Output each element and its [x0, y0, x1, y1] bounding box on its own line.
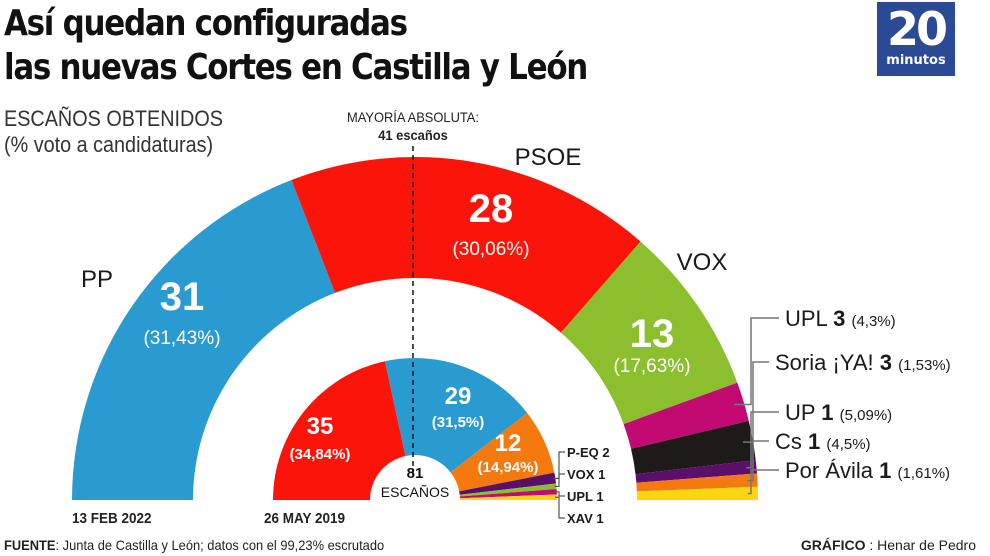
callout-line-2019-p-eq [553, 451, 565, 479]
seat-segment-2022-cs [636, 473, 758, 492]
majority-annotation: MAYORÍA ABSOLUTA: 41 escaños [321, 108, 505, 144]
seats-label-2022-vox: 13 [630, 312, 675, 356]
callout-label-2019-vox: VOX 1 [567, 467, 605, 482]
pct-label-2019-psoe: (34,84%) [290, 446, 351, 463]
callout-line-soria-ya [742, 361, 769, 443]
seat-segment-2019-pp [384, 357, 528, 473]
title-line-1: Así quedan configuradas [4, 3, 408, 44]
seat-segment-2019-upl [459, 488, 557, 499]
source-text: : Junta de Castilla y León; datos con el… [55, 537, 385, 553]
majority-seats: 41 escaños [378, 127, 448, 143]
total-seats-number: 81 [407, 465, 424, 482]
pct-label-2022-vox: (17,63%) [613, 356, 690, 377]
seat-segment-2022-upl [623, 382, 749, 449]
seat-segment-2022-soria-ya [631, 420, 756, 475]
callout-label-up: UP 1 (5,09%) [785, 400, 892, 425]
source-label: FUENTE [4, 537, 56, 553]
callout-label-soria-ya: Soria ¡YA! 3 (1,53%) [775, 350, 951, 375]
callout-label-2019-p-eq: P-EQ 2 [567, 445, 610, 460]
majority-label: MAYORÍA ABSOLUTA: [347, 109, 479, 125]
seat-segment-2019-cs [450, 413, 555, 492]
seat-segment-2019-p-eq [459, 472, 557, 495]
party-name-2022-pp: PP [81, 266, 113, 293]
credit-text: : Henar de Pedro [865, 537, 976, 553]
seat-segment-2022-psoe [291, 157, 641, 333]
brand-logo: 20 minutos [877, 2, 955, 76]
pct-label-2019-cs: (14,94%) [478, 459, 539, 476]
pct-label-2022-pp: (31,43%) [143, 328, 220, 349]
date-label-2022: 13 FEB 2022 [72, 510, 152, 527]
seat-segment-2022-por-avila [636, 486, 758, 500]
callout-label-cs: Cs 1 (4,5%) [775, 429, 871, 454]
party-name-2022-vox: VOX [677, 249, 728, 276]
seat-segment-2019-vox [459, 483, 557, 497]
callout-label-2019-upl: UPL 1 [567, 489, 604, 504]
callout-line-por-avila [747, 469, 779, 495]
callout-label-upl: UPL 3 (4,3%) [785, 306, 896, 331]
seats-label-2022-psoe: 28 [469, 187, 514, 231]
title-line-2: las nuevas Cortes en Castilla y León [4, 47, 588, 88]
source-note: FUENTE: Junta de Castilla y León; datos … [4, 537, 384, 553]
page-title: Así quedan configuradas las nuevas Corte… [4, 2, 588, 90]
subtitle-line-1: ESCAÑOS OBTENIDOS [4, 106, 223, 131]
credit-label: GRÁFICO [800, 537, 866, 553]
seat-segment-2022-up [635, 460, 757, 483]
callout-line-2019-vox [554, 473, 565, 488]
callout-line-2019-xav [554, 496, 565, 519]
callout-line-2019-upl [554, 491, 565, 497]
seat-segment-2019-xav [459, 494, 557, 500]
logo-word: minutos [886, 53, 946, 68]
seats-label-2019-pp: 29 [445, 383, 472, 410]
seats-label-2019-cs: 12 [495, 430, 522, 457]
logo-number: 20 [886, 2, 948, 56]
party-name-2022-psoe: PSOE [515, 144, 582, 171]
chart-subtitle: ESCAÑOS OBTENIDOS (% voto a candidaturas… [4, 106, 223, 158]
callout-label-por-avila: Por Ávila 1 (1,61%) [785, 458, 950, 483]
callout-line-cs [747, 440, 769, 482]
callout-line-upl [734, 317, 779, 406]
pct-label-2022-psoe: (30,06%) [452, 239, 529, 260]
seat-segment-2022-vox [560, 241, 738, 425]
total-seats-label: ESCAÑOS [381, 484, 449, 500]
callout-label-2019-xav: XAV 1 [567, 511, 604, 526]
subtitle-line-2: (% voto a candidaturas) [4, 132, 214, 157]
callout-line-up [746, 411, 779, 469]
pct-label-2019-pp: (31,5%) [432, 414, 485, 431]
seats-label-2019-psoe: 35 [307, 413, 334, 440]
credit-note: GRÁFICO : Henar de Pedro [801, 537, 976, 553]
seat-segment-2022-pp [72, 180, 336, 501]
seats-label-2022-pp: 31 [160, 275, 205, 319]
seat-segment-2019-psoe [273, 361, 406, 500]
date-label-2019: 26 MAY 2019 [264, 510, 346, 527]
